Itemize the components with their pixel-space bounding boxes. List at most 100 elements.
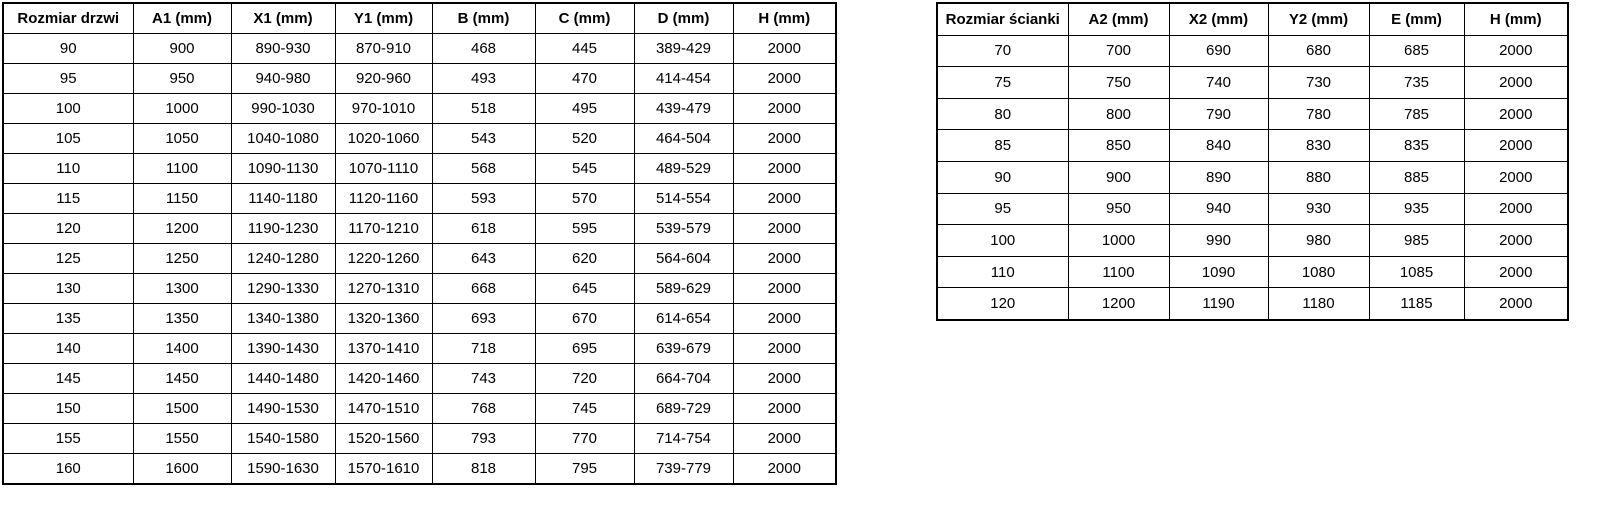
table-cell: 570: [534, 183, 635, 214]
table-cell: 920-960: [334, 63, 433, 94]
table-cell: 790: [1168, 97, 1269, 131]
table-cell: 690: [1168, 34, 1269, 68]
table-cell: 100: [2, 93, 134, 124]
table-cell: 2000: [732, 363, 837, 394]
table-row: 115 1150 1140-1180 1120-1160 593 570 514-554 20…: [2, 183, 837, 214]
table-cell: 900: [1067, 160, 1170, 194]
table-cell: 830: [1267, 129, 1370, 162]
column-header: X2 (mm): [1168, 2, 1269, 36]
table-cell: 835: [1368, 129, 1465, 162]
table-cell: 80: [936, 97, 1069, 131]
table-cell: 518: [431, 93, 536, 124]
table-cell: 2000: [732, 333, 837, 364]
table-cell: 668: [431, 273, 536, 304]
table-cell: 930: [1267, 192, 1370, 226]
table-cell: 2000: [1463, 255, 1569, 289]
table-cell: 470: [534, 63, 635, 94]
table-cell: 145: [2, 363, 134, 394]
table-cell: 2000: [1463, 287, 1569, 321]
table-cell: 1350: [132, 303, 232, 334]
table-cell: 1590-1630: [230, 453, 336, 485]
table-cell: 2000: [1463, 66, 1569, 99]
table-cell: 135: [2, 303, 134, 334]
table-cell: 520: [534, 123, 635, 154]
table-cell: 2000: [1463, 34, 1569, 68]
table-cell: 685: [1368, 34, 1465, 68]
table-cell: 1040-1080: [230, 123, 336, 154]
table-cell: 2000: [732, 393, 837, 424]
table-cell: 1200: [132, 213, 232, 244]
table-row: 100 1000 990 980 985 2000: [936, 224, 1569, 257]
table-cell: 745: [534, 393, 635, 424]
table-cell: 1450: [132, 363, 232, 394]
table-cell: 2000: [732, 273, 837, 304]
table-cell: 1420-1460: [334, 363, 433, 394]
table-cell: 885: [1368, 160, 1465, 194]
table-cell: 105: [2, 123, 134, 154]
table-cell: 743: [431, 363, 536, 394]
table-cell: 414-454: [633, 63, 734, 94]
table-cell: 730: [1267, 66, 1370, 99]
table-cell: 100: [936, 224, 1069, 257]
column-header: B (mm): [431, 2, 536, 34]
header-row: Rozmiar drzwi A1 (mm) X1 (mm) Y1 (mm) B (mm)…: [2, 2, 837, 34]
table-cell: 1520-1560: [334, 423, 433, 454]
table-cell: 1090-1130: [230, 153, 336, 184]
table-cell: 890-930: [230, 33, 336, 64]
table-cell: 2000: [1463, 224, 1569, 257]
table-cell: 780: [1267, 97, 1370, 131]
table-row: 95 950 940-980 920-960 493 470 414-454 2000: [2, 63, 837, 94]
column-header: C (mm): [534, 2, 635, 34]
table-cell: 589-629: [633, 273, 734, 304]
table-cell: 1470-1510: [334, 393, 433, 424]
table-cell: 940-980: [230, 63, 336, 94]
table-cell: 645: [534, 273, 635, 304]
table-cell: 150: [2, 393, 134, 424]
table-cell: 793: [431, 423, 536, 454]
table-cell: 389-429: [633, 33, 734, 64]
header-row: Rozmiar ścianki A2 (mm) X2 (mm) Y2 (mm) E (m…: [936, 2, 1569, 36]
table-cell: 130: [2, 273, 134, 304]
table-row: 145 1450 1440-1480 1420-1460 743 720 664-704 20…: [2, 363, 837, 394]
table-cell: 1390-1430: [230, 333, 336, 364]
table-cell: 545: [534, 153, 635, 184]
table-cell: 539-579: [633, 213, 734, 244]
table-cell: 125: [2, 243, 134, 274]
table-cell: 900: [132, 33, 232, 64]
table-cell: 695: [534, 333, 635, 364]
table-cell: 90: [2, 33, 134, 64]
table-cell: 2000: [1463, 97, 1569, 131]
table-cell: 614-654: [633, 303, 734, 334]
table-cell: 1250: [132, 243, 232, 274]
table-cell: 1220-1260: [334, 243, 433, 274]
table-cell: 714-754: [633, 423, 734, 454]
table-cell: 770: [534, 423, 635, 454]
table-cell: 439-479: [633, 93, 734, 124]
table-cell: 1490-1530: [230, 393, 336, 424]
table-row: 75 750 740 730 735 2000: [936, 66, 1569, 99]
table-cell: 818: [431, 453, 536, 485]
table-row: 125 1250 1240-1280 1220-1260 643 620 564-604 20…: [2, 243, 837, 274]
column-header: Y1 (mm): [334, 2, 433, 34]
table-cell: 990: [1168, 224, 1269, 257]
table-cell: 493: [431, 63, 536, 94]
table-cell: 1240-1280: [230, 243, 336, 274]
table-cell: 1550: [132, 423, 232, 454]
table-cell: 495: [534, 93, 635, 124]
table-cell: 1400: [132, 333, 232, 364]
table-cell: 464-504: [633, 123, 734, 154]
table-cell: 735: [1368, 66, 1465, 99]
column-header: D (mm): [633, 2, 734, 34]
table-cell: 680: [1267, 34, 1370, 68]
table-cell: 880: [1267, 160, 1370, 194]
table-cell: 980: [1267, 224, 1370, 257]
table-cell: 643: [431, 243, 536, 274]
table-cell: 120: [936, 287, 1069, 321]
table-cell: 75: [936, 66, 1069, 99]
table-cell: 800: [1067, 97, 1170, 131]
table-cell: 990-1030: [230, 93, 336, 124]
table-cell: 739-779: [633, 453, 734, 485]
table-cell: 664-704: [633, 363, 734, 394]
table-cell: 115: [2, 183, 134, 214]
table-cell: 568: [431, 153, 536, 184]
